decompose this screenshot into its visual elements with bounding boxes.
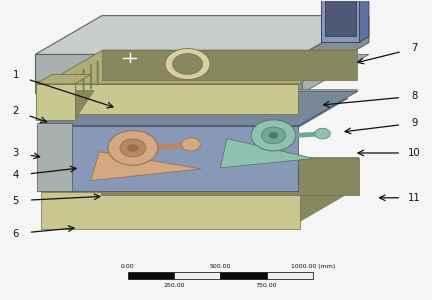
Polygon shape	[41, 158, 359, 192]
Text: 500.00: 500.00	[210, 264, 231, 269]
Polygon shape	[91, 64, 92, 89]
Text: 250.00: 250.00	[163, 283, 184, 288]
Text: 10: 10	[408, 148, 420, 158]
Circle shape	[251, 120, 296, 151]
Circle shape	[315, 128, 330, 139]
Text: 1: 1	[13, 70, 19, 80]
Polygon shape	[44, 84, 299, 114]
Circle shape	[269, 132, 278, 138]
Text: 0.00: 0.00	[121, 264, 134, 269]
Polygon shape	[36, 91, 94, 120]
Polygon shape	[91, 152, 201, 181]
Polygon shape	[40, 91, 358, 126]
Text: 7: 7	[411, 44, 417, 53]
Polygon shape	[50, 98, 348, 131]
Text: 9: 9	[411, 118, 417, 128]
Circle shape	[261, 127, 286, 144]
Polygon shape	[325, 0, 356, 36]
Polygon shape	[36, 84, 75, 120]
Polygon shape	[41, 192, 300, 230]
Polygon shape	[40, 90, 358, 124]
Polygon shape	[35, 54, 302, 81]
Polygon shape	[40, 117, 299, 124]
Polygon shape	[67, 78, 68, 103]
Polygon shape	[83, 69, 84, 93]
Polygon shape	[359, 0, 369, 42]
Polygon shape	[101, 158, 359, 195]
Polygon shape	[44, 50, 356, 84]
Circle shape	[165, 49, 210, 80]
Polygon shape	[45, 26, 361, 62]
Text: 750.00: 750.00	[256, 283, 277, 288]
Polygon shape	[37, 124, 72, 190]
Circle shape	[181, 138, 200, 151]
Text: 8: 8	[411, 91, 417, 101]
Text: 3: 3	[13, 148, 19, 158]
Text: 2: 2	[13, 106, 19, 116]
Text: 4: 4	[13, 170, 19, 180]
Text: 6: 6	[13, 229, 19, 238]
Bar	[174, 272, 220, 279]
Polygon shape	[36, 75, 91, 84]
Polygon shape	[220, 139, 314, 168]
Polygon shape	[35, 54, 369, 93]
Bar	[128, 272, 174, 279]
Text: 11: 11	[408, 193, 420, 203]
Polygon shape	[35, 81, 302, 93]
Polygon shape	[55, 86, 292, 110]
Polygon shape	[35, 16, 369, 54]
Polygon shape	[51, 193, 349, 226]
Bar	[220, 272, 267, 279]
Circle shape	[172, 54, 203, 74]
Polygon shape	[97, 61, 98, 85]
Polygon shape	[75, 74, 76, 98]
Circle shape	[128, 144, 138, 152]
Polygon shape	[102, 50, 356, 80]
Polygon shape	[40, 126, 299, 191]
Text: 5: 5	[13, 196, 19, 206]
Circle shape	[108, 130, 158, 165]
Polygon shape	[321, 0, 359, 42]
Text: 1000.00 (mm): 1000.00 (mm)	[291, 264, 335, 269]
Bar	[267, 272, 313, 279]
Polygon shape	[302, 16, 369, 81]
Circle shape	[120, 139, 146, 157]
